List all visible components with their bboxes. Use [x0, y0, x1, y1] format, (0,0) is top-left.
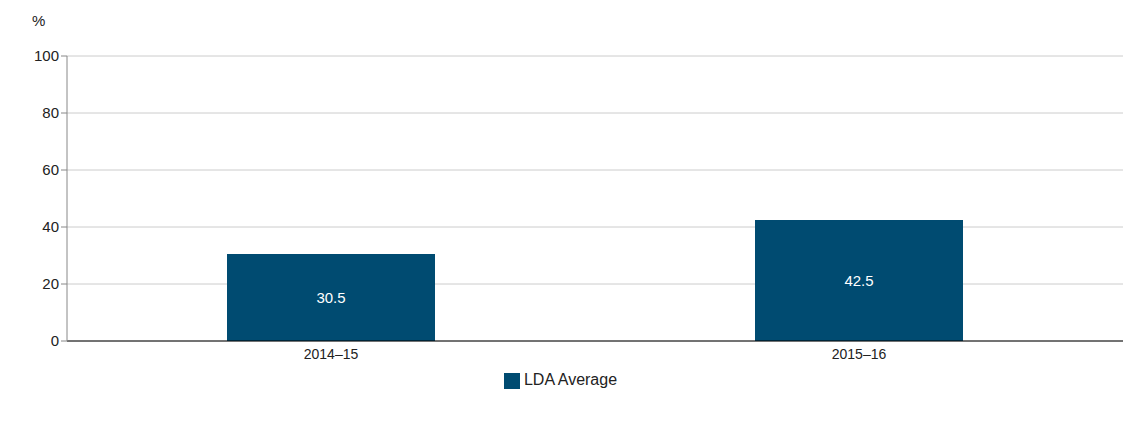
svg-text:30.5: 30.5 — [316, 289, 345, 306]
svg-text:2015–16: 2015–16 — [832, 346, 887, 362]
svg-text:80: 80 — [42, 104, 59, 121]
svg-text:2014–15: 2014–15 — [304, 346, 359, 362]
svg-text:100: 100 — [34, 47, 59, 64]
svg-text:42.5: 42.5 — [844, 272, 873, 289]
svg-text:20: 20 — [42, 275, 59, 292]
svg-text:40: 40 — [42, 218, 59, 235]
svg-text:60: 60 — [42, 161, 59, 178]
html-text:LDA Average: LDA Average — [523, 371, 617, 388]
svg-text:0: 0 — [51, 332, 59, 349]
